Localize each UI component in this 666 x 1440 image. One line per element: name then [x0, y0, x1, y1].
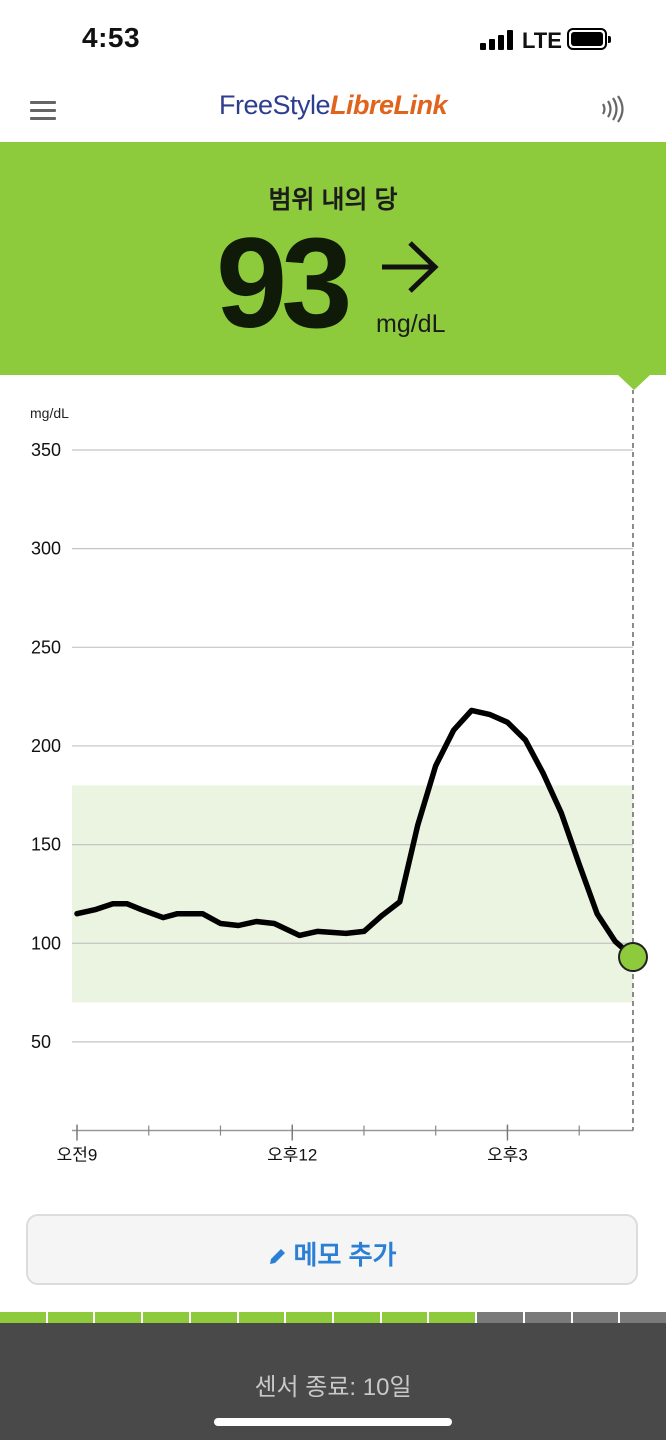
y-tick-label: 300 — [31, 539, 61, 559]
glucose-value: 93 — [216, 212, 352, 355]
hamburger-menu-icon[interactable] — [30, 101, 56, 121]
glucose-chart: mg/dL 50 100 150 200 250 300 350 오전9 오후12 오후3 — [0, 380, 666, 1190]
sensor-life-segment — [334, 1312, 380, 1323]
glucose-status-label: 범위 내의 당 — [268, 186, 398, 214]
sensor-life-segment — [381, 1312, 428, 1323]
sensor-life-segment — [190, 1312, 237, 1323]
pencil-icon — [269, 1249, 285, 1264]
glucose-banner: 범위 내의 당 93 mg/dL — [0, 142, 666, 375]
sensor-life-segment — [429, 1312, 476, 1323]
battery-icon — [567, 28, 611, 50]
sensor-life-segment — [524, 1312, 571, 1323]
logo-librelink: LibreLink — [330, 90, 448, 120]
sensor-life-segment — [572, 1312, 619, 1323]
app-logo: FreeStyleLibreLink — [0, 90, 666, 121]
y-tick-label: 50 — [31, 1032, 51, 1052]
current-reading-marker — [618, 942, 648, 973]
home-indicator — [214, 1418, 452, 1426]
status-bar: 4:53 LTE — [0, 0, 666, 80]
glucose-unit: mg/dL — [376, 310, 446, 338]
arrow-right-icon — [382, 241, 439, 293]
sensor-life-segment — [0, 1312, 46, 1323]
status-time: 4:53 — [82, 22, 141, 53]
app-header: FreeStyleLibreLink — [0, 80, 666, 142]
sensor-life-segment — [95, 1312, 142, 1323]
sensor-life-segment — [238, 1312, 285, 1323]
sensor-scan-icon[interactable] — [598, 94, 628, 124]
sensor-life-progress — [0, 1312, 666, 1323]
logo-freestyle: FreeStyle — [218, 90, 331, 120]
add-note-button[interactable]: 메모 추가 — [26, 1214, 638, 1285]
y-tick-label: 200 — [31, 736, 61, 756]
x-tick-label: 오후12 — [267, 1146, 317, 1165]
glucose-series-line — [74, 707, 636, 960]
sensor-life-segment — [286, 1312, 333, 1323]
glucose-chart-svg: mg/dL 50 100 150 200 250 300 350 오전9 오후12 오후3 — [30, 380, 648, 1165]
y-tick-label: 150 — [31, 835, 61, 855]
network-type: LTE — [522, 28, 562, 53]
sensor-life-segment — [143, 1312, 189, 1323]
x-tick-label: 오후3 — [487, 1146, 528, 1165]
add-note-label: 메모 추가 — [293, 1240, 397, 1270]
target-range-band — [72, 785, 633, 1003]
sensor-life-segment — [47, 1312, 94, 1323]
sensor-life-segment — [477, 1312, 523, 1323]
y-tick-label: 350 — [31, 440, 61, 460]
y-tick-label: 250 — [31, 637, 61, 657]
y-tick-label: 100 — [31, 933, 61, 953]
y-axis-unit: mg/dL — [30, 405, 69, 421]
x-tick-label: 오전9 — [57, 1146, 98, 1165]
current-reading-pointer — [618, 375, 650, 390]
sensor-life-segment — [620, 1312, 666, 1323]
sensor-ends-text: 센서 종료: 10일 — [254, 1374, 412, 1401]
cellular-signal-icon — [480, 30, 514, 50]
